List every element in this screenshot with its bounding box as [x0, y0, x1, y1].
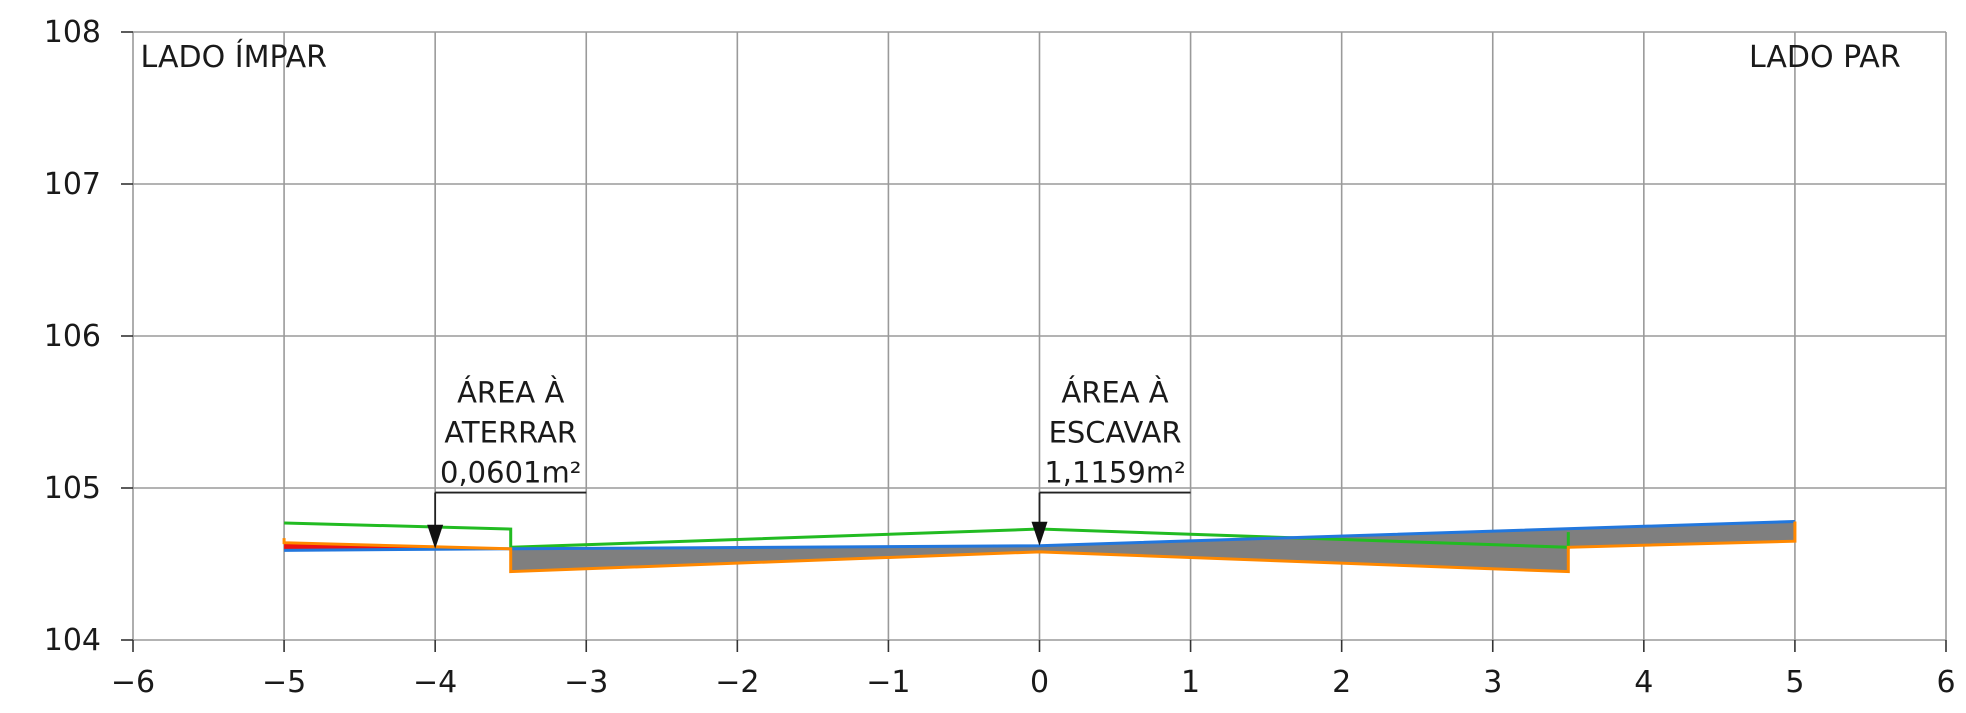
series-line-3: [282, 521, 1797, 574]
annotation-label: ÁREA À: [457, 376, 564, 410]
x-tick-label: 5: [1785, 665, 1804, 700]
y-tick-label: 106: [44, 319, 101, 354]
annotation-label: ESCAVAR: [1049, 416, 1182, 450]
y-tick-label: 108: [44, 15, 101, 50]
y-tick-label: 107: [44, 167, 101, 202]
x-tick-label: −1: [866, 665, 910, 700]
x-tick-label: −4: [413, 665, 457, 700]
x-tick-label: −6: [111, 665, 155, 700]
series-lines: [282, 519, 1797, 574]
side-labels: LADO ÍMPAR LADO PAR: [141, 39, 1901, 75]
annotation-label: 1,1159m²: [1044, 456, 1185, 490]
x-tick-label: 0: [1030, 665, 1049, 700]
x-tick-label: −5: [262, 665, 306, 700]
x-tick-label: 2: [1332, 665, 1351, 700]
side-label-left: LADO ÍMPAR: [141, 39, 327, 75]
y-tick-label: 104: [44, 623, 101, 658]
x-tick-label: 3: [1483, 665, 1502, 700]
y-tick-label: 105: [44, 471, 101, 506]
x-tick-label: 1: [1181, 665, 1200, 700]
series-line-2: [284, 519, 1795, 552]
x-tick-label: 6: [1936, 665, 1955, 700]
x-tick-label: 4: [1634, 665, 1653, 700]
annotations: ÁREA À ATERRAR 0,0601m² ÁREA À ESCAVAR 1,1159…: [427, 376, 1191, 549]
x-tick-label: −2: [715, 665, 759, 700]
annotation-label: ÁREA À: [1061, 376, 1168, 410]
axes: −6 −5 −4 −3 −2 −1 0 1 2 3 4 5 6 104 105 106 107 108: [44, 15, 1956, 700]
annotation-arrow: [1031, 521, 1048, 546]
annotation-label: 0,0601m²: [440, 456, 581, 490]
series-line-1: [284, 521, 1570, 549]
annotation-arrow: [427, 524, 444, 549]
side-label-right: LADO PAR: [1749, 40, 1901, 75]
annotation-label: ATERRAR: [444, 416, 577, 450]
x-tick-label: −3: [564, 665, 608, 700]
